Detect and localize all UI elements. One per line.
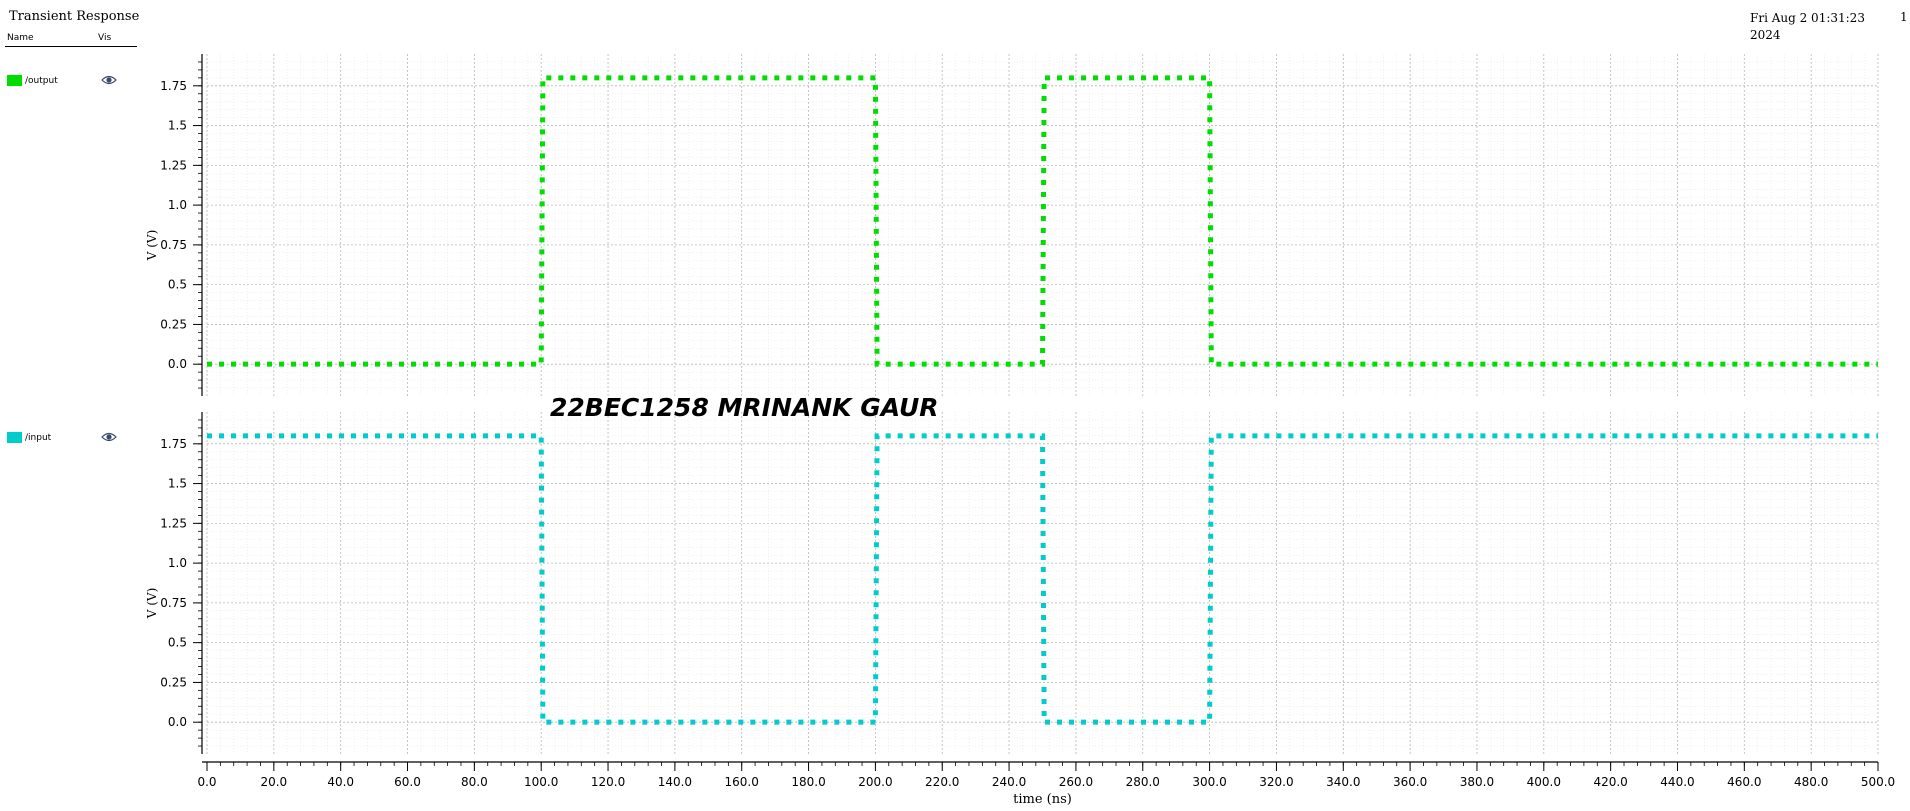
timestamp-line2: 2024 (1750, 28, 1781, 42)
y-tick-label: 1.75 (160, 79, 187, 93)
y-tick-label: 0.75 (160, 238, 187, 252)
x-tick-label: 120.0 (591, 775, 625, 789)
y-tick-label: 1.0 (168, 198, 187, 212)
x-tick-label: 220.0 (925, 775, 959, 789)
y-tick-label: 0.75 (160, 596, 187, 610)
eye-icon[interactable] (101, 73, 117, 87)
legend-name-header: Name (7, 33, 34, 43)
y-tick-label: 0.25 (160, 675, 187, 689)
y-axis-label: V (V) (145, 230, 159, 262)
plot-panel: 0.0 0.25 0.5 0.75 1.0 1.25 1.5 1.75 V (V) (145, 412, 1879, 754)
x-tick-label: 380.0 (1460, 775, 1494, 789)
x-tick-label: 360.0 (1393, 775, 1427, 789)
page-number: 1 (1900, 10, 1908, 24)
x-tick-label: 80.0 (461, 775, 488, 789)
x-tick-label: 400.0 (1527, 775, 1561, 789)
y-tick-label: 0.5 (168, 278, 187, 292)
x-tick-label: 0.0 (197, 775, 216, 789)
x-tick-label: 240.0 (992, 775, 1026, 789)
x-tick-label: 60.0 (394, 775, 421, 789)
legend-item-label: /input (25, 433, 52, 443)
legend-header: Name Vis (5, 32, 137, 47)
y-tick-label: 1.25 (160, 516, 187, 530)
legend-item-label: /output (25, 76, 58, 86)
x-axis: 0.0 20.0 40.0 60.0 80.0 100.0 120.0 140.0 160.0 1… (197, 761, 1895, 807)
x-tick-label: 300.0 (1192, 775, 1226, 789)
input-color-swatch (7, 432, 22, 443)
x-tick-label: 500.0 (1861, 775, 1895, 789)
y-tick-label: 1.25 (160, 158, 187, 172)
plot-panel: 0.0 0.25 0.5 0.75 1.0 1.25 1.5 1.75 V (V) (145, 54, 1879, 396)
y-tick-label: 0.5 (168, 636, 187, 650)
window-title: Transient Response (9, 9, 140, 24)
x-axis-label: time (ns) (1013, 792, 1072, 807)
x-tick-label: 260.0 (1059, 775, 1093, 789)
x-tick-label: 280.0 (1126, 775, 1160, 789)
y-tick-label: 1.75 (160, 437, 187, 451)
y-tick-label: 1.5 (168, 119, 187, 133)
series-line-input (207, 433, 1878, 725)
x-tick-label: 140.0 (658, 775, 692, 789)
series-line-output (207, 75, 1878, 367)
y-tick-label: 0.0 (168, 715, 187, 729)
x-tick-label: 480.0 (1794, 775, 1828, 789)
x-tick-label: 20.0 (260, 775, 287, 789)
legend-item-input[interactable]: /input (7, 431, 122, 445)
y-tick-label: 0.0 (168, 357, 187, 371)
x-tick-label: 100.0 (524, 775, 558, 789)
x-tick-label: 340.0 (1326, 775, 1360, 789)
x-tick-label: 320.0 (1259, 775, 1293, 789)
legend-item-output[interactable]: /output (7, 74, 122, 88)
legend-vis-header: Vis (98, 33, 112, 43)
x-tick-label: 160.0 (725, 775, 759, 789)
annotation-text: 22BEC1258 MRINANK GAUR (550, 393, 939, 422)
x-tick-label: 420.0 (1593, 775, 1627, 789)
output-color-swatch (7, 75, 22, 86)
x-tick-label: 180.0 (791, 775, 825, 789)
timestamp-line1: Fri Aug 2 01:31:23 (1750, 11, 1865, 25)
y-tick-label: 1.0 (168, 556, 187, 570)
timestamp: Fri Aug 2 01:31:23 2024 (1750, 10, 1865, 44)
x-tick-label: 40.0 (327, 775, 354, 789)
x-tick-label: 440.0 (1660, 775, 1694, 789)
x-tick-label: 460.0 (1727, 775, 1761, 789)
y-tick-label: 0.25 (160, 317, 187, 331)
y-axis-label: V (V) (145, 588, 159, 620)
x-tick-label: 200.0 (858, 775, 892, 789)
y-tick-label: 1.5 (168, 477, 187, 491)
eye-icon[interactable] (101, 430, 117, 444)
